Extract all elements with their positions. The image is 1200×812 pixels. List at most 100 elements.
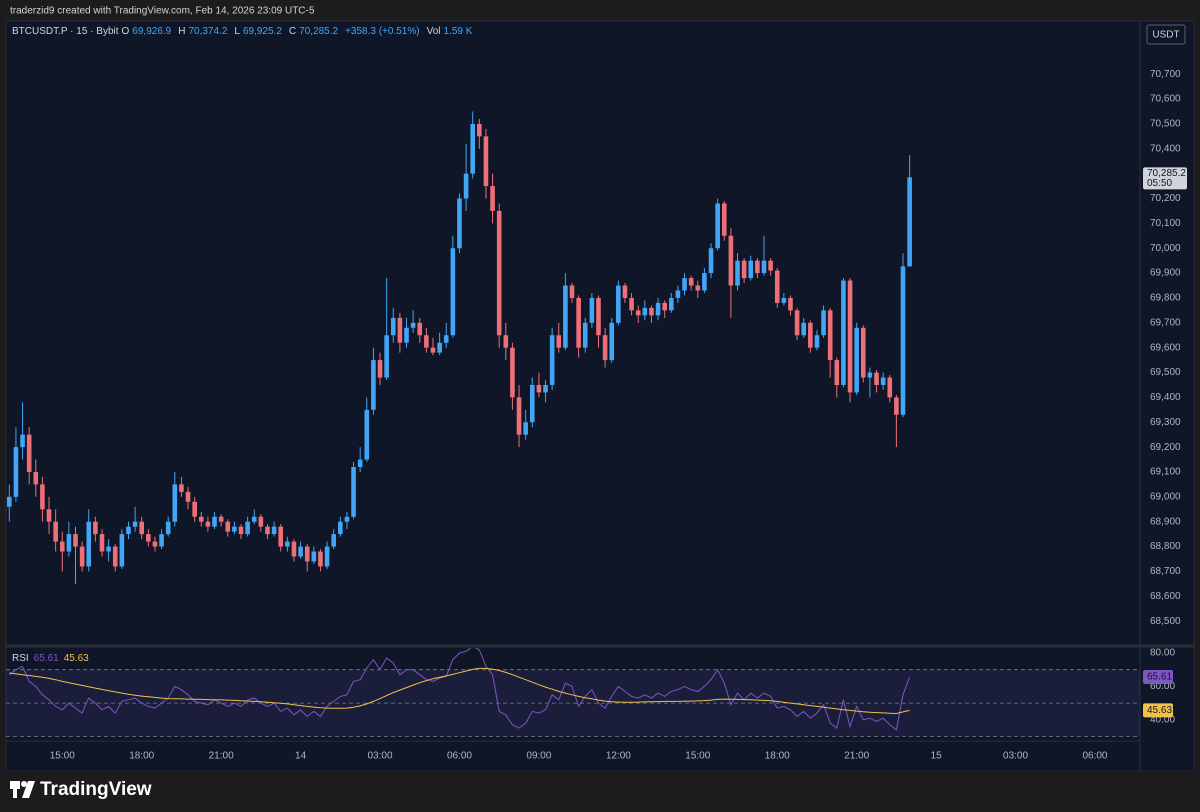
- candle-body: [490, 186, 495, 211]
- candle-body: [40, 484, 45, 510]
- candle-body: [218, 516, 224, 522]
- candle-body: [185, 491, 191, 502]
- candle-body: [576, 297, 581, 348]
- x-tick-label: 21:00: [844, 751, 869, 762]
- rsi-title: RSI: [12, 653, 29, 664]
- currency-box: [1146, 24, 1186, 45]
- y-tick-label: 69,000: [1150, 491, 1181, 502]
- candle-body: [503, 335, 509, 348]
- series-line: [8, 648, 911, 731]
- candle-body: [132, 521, 138, 527]
- legend-value: 69,926.9: [132, 26, 172, 37]
- candle-body: [609, 322, 615, 361]
- candle-body: [529, 384, 535, 423]
- legend-value: 70,285.2: [299, 26, 339, 37]
- candle-body: [874, 372, 879, 385]
- candle-body: [278, 526, 284, 547]
- y-tick-label: 69,500: [1150, 367, 1181, 378]
- candle-body: [536, 384, 542, 393]
- x-tick-label: 03:00: [368, 751, 393, 762]
- candle-body: [629, 297, 634, 311]
- y-tick-label: 68,500: [1150, 616, 1181, 627]
- candle-body: [324, 546, 330, 567]
- x-tick-label: 09:00: [526, 751, 551, 762]
- rsi-ma-value: 45.63: [63, 653, 89, 664]
- candle-body: [7, 496, 12, 507]
- candle-body: [311, 551, 317, 562]
- candle-body: [245, 521, 250, 535]
- candle-body: [390, 317, 396, 336]
- y-tick-label: 69,600: [1150, 342, 1181, 353]
- series-line: [9, 667, 910, 715]
- x-tick-label: 15:00: [685, 751, 710, 762]
- candle-body: [602, 335, 608, 361]
- candle-body: [344, 516, 350, 522]
- top-bar: [0, 0, 1200, 21]
- candle-body: [139, 521, 145, 535]
- x-tick-label: 21:00: [209, 751, 234, 762]
- candle-body: [271, 526, 277, 535]
- candle-body: [596, 297, 601, 336]
- candle-body: [165, 521, 171, 535]
- candle-body: [635, 310, 641, 316]
- legend-value: 69,925.2: [242, 26, 282, 37]
- candle-body: [146, 534, 151, 542]
- logo-mark: [22, 781, 35, 798]
- candle-body: [26, 434, 32, 472]
- candle-body: [338, 521, 343, 535]
- candle-body: [364, 409, 370, 460]
- candle-body: [801, 322, 807, 336]
- candle-body: [735, 260, 740, 286]
- candle-body: [695, 285, 701, 291]
- value-tag: [1143, 703, 1173, 718]
- candle-body: [814, 335, 820, 348]
- y-tick-label: 69,700: [1150, 317, 1181, 328]
- y-tick-label: 80.00: [1150, 648, 1175, 659]
- candle-body: [748, 260, 754, 279]
- y-tick-label: 68,700: [1150, 566, 1181, 577]
- candle-body: [662, 302, 667, 311]
- candle-body: [212, 516, 217, 527]
- candle-body: [20, 434, 25, 448]
- y-tick-label: 68,900: [1150, 516, 1181, 527]
- rsi-legend: RSI 65.61 45.63: [12, 653, 89, 664]
- candle-body: [179, 484, 184, 492]
- y-tick-label: 70,500: [1150, 119, 1181, 130]
- candle-body: [112, 546, 118, 567]
- candle-body: [755, 260, 760, 274]
- candle-body: [232, 526, 237, 532]
- candle-body: [496, 210, 502, 336]
- legend-change: +358.3 (+0.51%): [345, 26, 420, 37]
- y-tick-label: 70,200: [1150, 193, 1181, 204]
- y-tick-label: 69,800: [1150, 293, 1181, 304]
- y-tick-label: 69,100: [1150, 467, 1181, 478]
- candle-body: [841, 280, 846, 385]
- logo-mark: [21, 781, 27, 787]
- candle-body: [675, 290, 681, 298]
- price-tag-label: 70,285.2: [1147, 168, 1186, 179]
- candle-body: [702, 273, 707, 291]
- candle-body: [424, 335, 429, 348]
- candle-body: [152, 541, 158, 547]
- candle-body: [46, 509, 52, 522]
- candle-body: [616, 285, 621, 323]
- candle-body: [430, 347, 436, 353]
- y-tick-label: 69,400: [1150, 392, 1181, 403]
- value-tag-label: 45.63: [1147, 705, 1172, 716]
- symbol: BTCUSDT.P · 15 · Bybit: [12, 26, 119, 37]
- candle-body: [688, 278, 694, 286]
- candle-body: [721, 203, 727, 236]
- candle-body: [443, 335, 449, 343]
- currency: USDT: [1152, 30, 1179, 41]
- candle-body: [543, 384, 548, 393]
- candle-body: [821, 310, 826, 336]
- value-tag: [1143, 670, 1173, 685]
- candle-body: [781, 297, 787, 303]
- candle-body: [477, 123, 482, 137]
- logo: [10, 781, 35, 798]
- candle-body: [834, 360, 840, 385]
- candle-body: [298, 546, 303, 557]
- candle-body: [457, 198, 462, 249]
